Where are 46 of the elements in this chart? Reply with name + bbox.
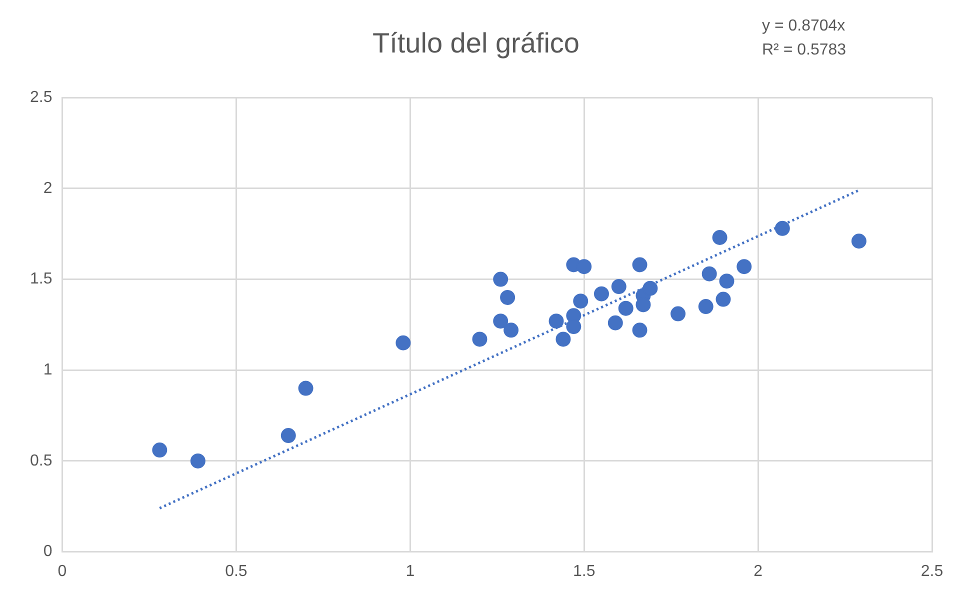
point — [493, 314, 508, 329]
point — [702, 266, 717, 282]
point — [611, 279, 626, 294]
chart-title: Título del gráfico — [372, 28, 580, 59]
text: y = 0.8704x — [762, 17, 846, 34]
y-tick-label: 2 — [43, 180, 52, 197]
point — [396, 335, 411, 350]
point — [566, 319, 582, 334]
point — [152, 442, 168, 458]
x-tick-label: 2.5 — [920, 562, 944, 580]
point — [472, 332, 488, 347]
x-tick-label: 2 — [754, 562, 763, 580]
point — [548, 314, 564, 329]
point — [774, 220, 790, 236]
text: R² = 0.5783 — [762, 41, 846, 58]
point — [608, 315, 623, 330]
point — [280, 428, 296, 444]
point — [698, 299, 714, 314]
point — [573, 294, 588, 309]
y-tick-label: 0 — [43, 543, 52, 560]
point — [504, 322, 519, 338]
y-tick-label: 1 — [43, 362, 52, 379]
y-tick-label: 1.5 — [30, 270, 52, 288]
point — [642, 280, 658, 296]
x-tick-label: 1 — [406, 562, 415, 580]
point — [576, 259, 592, 274]
point — [190, 453, 206, 468]
point — [556, 332, 571, 347]
point — [719, 274, 734, 289]
point — [632, 257, 648, 272]
point — [736, 259, 752, 274]
y-tick-label: 0.5 — [30, 452, 52, 470]
point — [716, 292, 731, 307]
point — [500, 290, 516, 305]
y-tick-label: 2.5 — [30, 89, 52, 106]
point — [594, 286, 609, 302]
x-tick-label: 0.5 — [225, 562, 248, 580]
point — [632, 322, 648, 338]
point — [618, 300, 634, 316]
point — [298, 380, 314, 396]
x-tick-label: 1.5 — [572, 562, 596, 580]
point — [670, 306, 686, 322]
point — [493, 272, 508, 287]
x-tick-label: 0 — [58, 562, 67, 580]
point — [851, 234, 866, 249]
point — [712, 230, 728, 245]
